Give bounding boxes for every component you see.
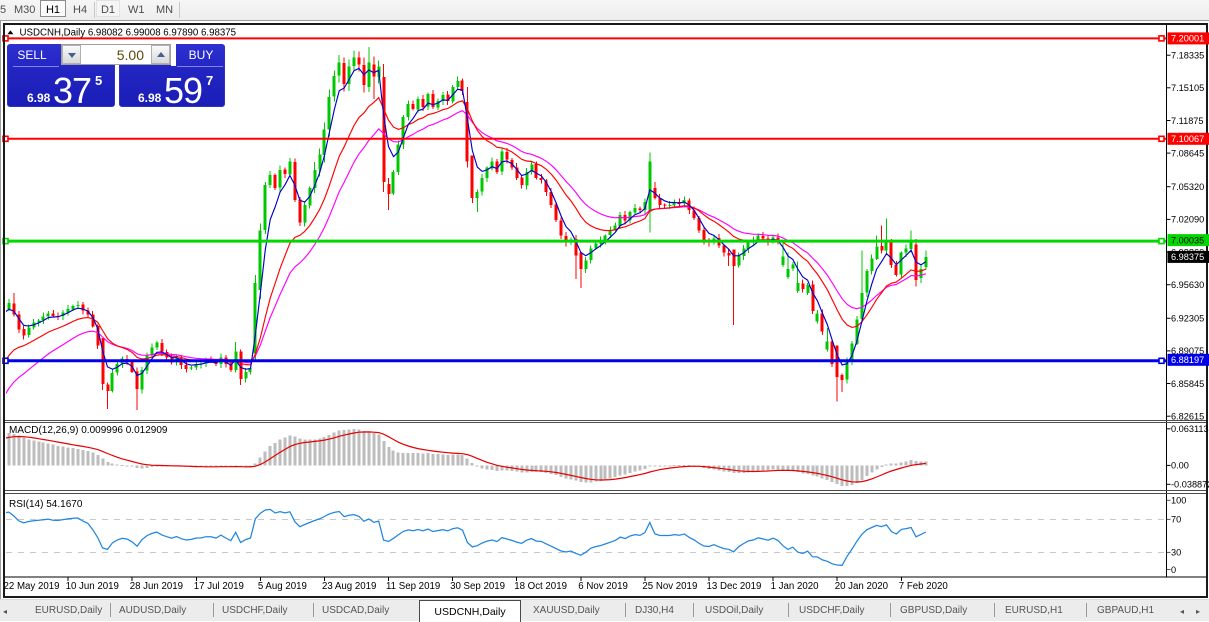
svg-text:7.20001: 7.20001 xyxy=(1171,34,1204,44)
svg-text:5 Aug 2019: 5 Aug 2019 xyxy=(258,581,307,592)
svg-text:7.08645: 7.08645 xyxy=(1171,148,1204,158)
svg-text:USDCNH,Daily 6.98082 6.99008: USDCNH,Daily 6.98082 6.99008 6.97890 6.9… xyxy=(20,28,237,39)
svg-text:13 Dec 2019: 13 Dec 2019 xyxy=(707,581,762,592)
svg-text:7.18335: 7.18335 xyxy=(1171,51,1204,61)
svg-text:11 Sep 2019: 11 Sep 2019 xyxy=(386,581,440,592)
svg-text:10 Jun 2019: 10 Jun 2019 xyxy=(66,581,119,592)
svg-text:7.15105: 7.15105 xyxy=(1171,83,1204,93)
svg-text:7.11875: 7.11875 xyxy=(1171,116,1204,126)
svg-text:23 Aug 2019: 23 Aug 2019 xyxy=(322,581,376,592)
svg-text:6.92305: 6.92305 xyxy=(1171,314,1204,324)
svg-text:-0.038872: -0.038872 xyxy=(1171,480,1209,490)
svg-text:MACD(12,26,9) 0.009996 0.01290: MACD(12,26,9) 0.009996 0.012909 xyxy=(9,425,168,436)
svg-text:6.85845: 6.85845 xyxy=(1171,379,1204,389)
svg-text:0.063113: 0.063113 xyxy=(1171,424,1209,434)
svg-text:7 Feb 2020: 7 Feb 2020 xyxy=(899,581,949,592)
svg-text:7.05320: 7.05320 xyxy=(1171,182,1204,192)
svg-text:30 Sep 2019: 30 Sep 2019 xyxy=(450,581,505,592)
svg-text:7.00035: 7.00035 xyxy=(1171,235,1204,245)
svg-text:6.82615: 6.82615 xyxy=(1171,412,1204,422)
svg-text:6.88197: 6.88197 xyxy=(1171,355,1204,365)
svg-text:RSI(14) 54.1670: RSI(14) 54.1670 xyxy=(9,499,83,510)
svg-text:30: 30 xyxy=(1171,548,1181,558)
svg-text:6.98375: 6.98375 xyxy=(1171,252,1204,262)
svg-text:17 Jul 2019: 17 Jul 2019 xyxy=(194,581,244,592)
svg-text:18 Oct 2019: 18 Oct 2019 xyxy=(514,581,567,592)
svg-text:22 May 2019: 22 May 2019 xyxy=(4,581,60,592)
svg-text:0.00: 0.00 xyxy=(1171,461,1189,471)
svg-text:25 Nov 2019: 25 Nov 2019 xyxy=(642,581,697,592)
svg-text:0: 0 xyxy=(1171,565,1176,575)
svg-text:7.10067: 7.10067 xyxy=(1171,134,1204,144)
svg-text:70: 70 xyxy=(1171,515,1181,525)
svg-text:7.02090: 7.02090 xyxy=(1171,215,1204,225)
svg-text:6.95630: 6.95630 xyxy=(1171,280,1204,290)
svg-text:100: 100 xyxy=(1171,496,1186,506)
svg-text:20 Jan 2020: 20 Jan 2020 xyxy=(835,581,889,592)
svg-text:6 Nov 2019: 6 Nov 2019 xyxy=(578,581,628,592)
svg-text:1 Jan 2020: 1 Jan 2020 xyxy=(771,581,820,592)
svg-text:28 Jun 2019: 28 Jun 2019 xyxy=(130,581,183,592)
